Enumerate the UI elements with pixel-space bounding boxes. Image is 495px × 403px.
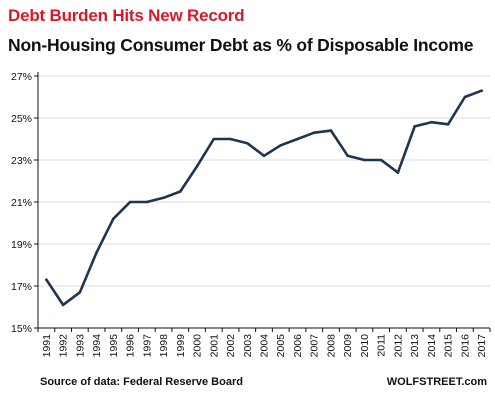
data-point xyxy=(446,123,450,126)
x-tick-label: 2016 xyxy=(459,334,471,358)
data-point xyxy=(262,154,266,158)
data-point xyxy=(229,137,232,141)
chart-subtitle: Non-Housing Consumer Debt as % of Dispos… xyxy=(8,35,474,55)
x-tick-label: 1992 xyxy=(58,334,70,358)
x-tick-label: 2006 xyxy=(292,334,304,358)
y-tick-label: 25% xyxy=(11,113,32,125)
source-note: Source of data: Federal Reserve Board xyxy=(40,376,243,388)
data-point xyxy=(279,144,283,147)
y-tick-label: 23% xyxy=(11,155,32,167)
data-point xyxy=(245,141,249,145)
x-tick-label: 2001 xyxy=(208,334,220,358)
data-point xyxy=(430,120,433,124)
y-tick-label: 15% xyxy=(11,323,32,335)
x-tick-label: 2003 xyxy=(242,334,254,358)
chart-title: Debt Burden Hits New Record xyxy=(8,6,245,25)
x-tick-label: 1996 xyxy=(125,334,137,358)
data-point xyxy=(145,200,149,204)
data-point xyxy=(463,95,467,99)
data-point xyxy=(212,137,216,141)
x-tick-label: 2005 xyxy=(275,334,287,358)
data-point xyxy=(379,158,383,162)
data-point xyxy=(61,303,65,307)
data-point xyxy=(346,154,350,158)
data-point xyxy=(112,217,115,221)
x-tick-label: 2017 xyxy=(476,334,488,358)
data-point xyxy=(396,171,400,174)
data-point xyxy=(128,200,132,204)
data-point xyxy=(178,190,182,193)
x-tick-label: 1995 xyxy=(108,334,120,358)
x-tick-label: 2008 xyxy=(325,334,337,358)
x-axis-ticks: 1991 1992 1993 1994 1995 1996 1997 1998 1999 2000… xyxy=(37,328,491,358)
x-tick-label: 1998 xyxy=(158,334,170,358)
x-tick-label: 1997 xyxy=(141,334,153,358)
data-point xyxy=(363,158,366,162)
data-point xyxy=(78,291,82,294)
x-tick-label: 2014 xyxy=(426,334,438,358)
x-tick-label: 2010 xyxy=(359,334,371,358)
x-tick-label: 2011 xyxy=(376,334,388,357)
y-tick-label: 17% xyxy=(11,281,32,293)
x-tick-label: 1999 xyxy=(175,334,187,358)
data-point xyxy=(95,251,98,254)
data-point xyxy=(413,125,416,128)
data-point xyxy=(162,196,165,200)
x-tick-label: 2004 xyxy=(259,334,271,358)
grid-lines xyxy=(38,75,490,287)
x-tick-label: 1993 xyxy=(74,334,86,358)
series-line xyxy=(45,89,483,307)
data-point xyxy=(45,278,48,282)
y-axis-ticks: 15% 17% 19% 21% 23% 25% 27% xyxy=(11,71,38,335)
data-point xyxy=(480,89,483,92)
x-tick-label: 2007 xyxy=(309,334,321,358)
y-tick-label: 21% xyxy=(11,197,32,209)
x-tick-label: 2012 xyxy=(392,334,404,358)
x-tick-label: 2000 xyxy=(192,334,204,358)
x-tick-label: 1994 xyxy=(91,334,103,358)
data-point xyxy=(195,165,199,168)
data-point xyxy=(296,137,299,141)
brand-logo-text: WOLFSTREET.com xyxy=(386,376,487,388)
x-tick-label: 2015 xyxy=(443,334,455,358)
x-tick-label: 1991 xyxy=(41,334,53,358)
x-tick-label: 2002 xyxy=(225,334,237,358)
x-tick-label: 2013 xyxy=(409,334,421,358)
data-point xyxy=(329,129,333,132)
y-tick-label: 27% xyxy=(11,71,32,83)
data-points xyxy=(45,89,483,307)
y-tick-label: 19% xyxy=(11,239,32,251)
data-point xyxy=(312,131,316,134)
x-tick-label: 2009 xyxy=(342,334,354,358)
